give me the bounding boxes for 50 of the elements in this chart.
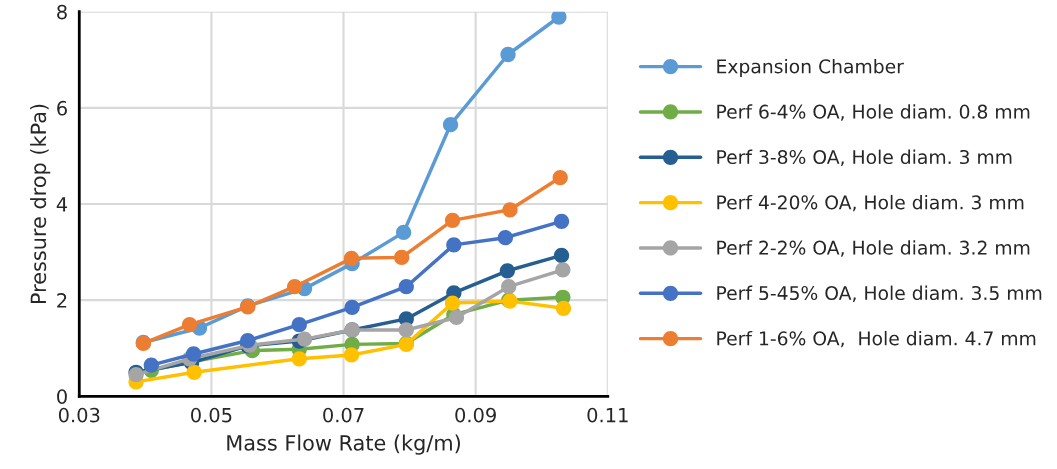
point — [499, 263, 515, 279]
point — [500, 46, 516, 63]
x-tick-label: 0.05 — [191, 407, 232, 423]
point — [552, 169, 568, 186]
legend-label: Perf 4-20% OA, Hole diam. 3 mm — [717, 194, 1024, 212]
point — [444, 295, 461, 311]
point — [502, 202, 518, 218]
point — [343, 347, 360, 363]
legend-label: Perf 1-6% OA, Hole diam. 4.7 mm — [717, 330, 1036, 348]
legend-label: Perf 6-4% OA, Hole diam. 0.8 mm — [717, 104, 1030, 121]
y-tick-label: 8 — [57, 4, 67, 20]
y-axis-title: Pressure drop (kPa) — [30, 104, 51, 304]
point — [344, 299, 360, 316]
point — [446, 237, 462, 253]
point — [555, 300, 572, 316]
point — [555, 262, 571, 278]
y-tick-label: 2 — [57, 293, 67, 308]
point — [185, 346, 202, 362]
point — [551, 11, 567, 25]
y-tick-label: 6 — [57, 100, 67, 116]
point — [394, 249, 410, 266]
point — [553, 213, 570, 229]
point — [398, 322, 414, 338]
x-axis-title: Mass Flow Rate (kg/m) — [227, 434, 460, 455]
legend-label: Perf 3-8% OA, Hole diam. 3 mm — [717, 149, 1012, 167]
point — [296, 331, 313, 347]
x-tick-label: 0.11 — [587, 407, 628, 423]
point — [497, 230, 514, 246]
point — [240, 332, 256, 349]
point — [186, 364, 202, 380]
point — [291, 317, 307, 333]
point — [444, 212, 461, 228]
y-tick-label: 4 — [56, 197, 68, 212]
legend-label: Perf 5-45% OA, Hole diam. 3.5 mm — [717, 285, 1042, 303]
point — [442, 117, 459, 133]
x-tick-label: 0.09 — [455, 407, 496, 423]
point — [396, 224, 412, 241]
point — [501, 279, 517, 295]
x-tick-label: 0.03 — [58, 407, 100, 423]
x-tick-label: 0.07 — [323, 407, 364, 423]
point — [291, 351, 307, 367]
legend-label: Perf 2-2% OA, Hole diam. 3.2 mm — [717, 240, 1030, 257]
point — [287, 279, 303, 295]
point — [143, 357, 159, 373]
point — [398, 279, 414, 295]
point — [343, 250, 360, 266]
point — [553, 247, 570, 264]
y-tick-label: 0 — [57, 389, 67, 404]
point — [181, 317, 198, 333]
legend-label: Expansion Chamber — [717, 58, 904, 78]
